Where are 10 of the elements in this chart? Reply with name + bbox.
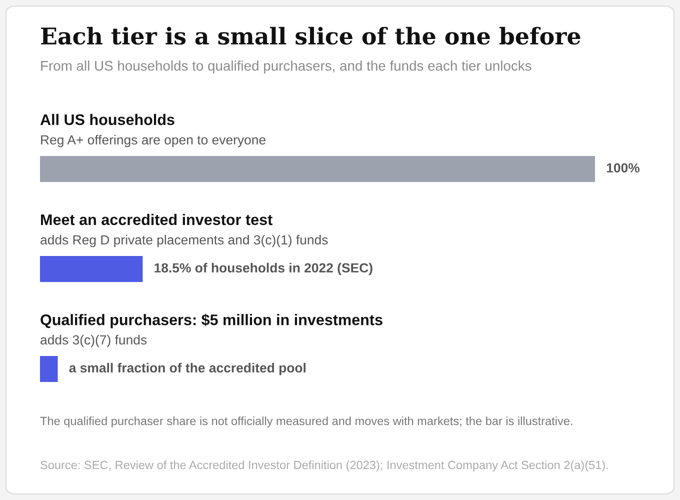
data-label: 100% — [606, 163, 640, 173]
data-label: a small fraction of the accredited pool — [69, 362, 306, 376]
text: The qualified purchaser share is not officially measured and moves with markets; the bar is illustrative. — [40, 416, 572, 428]
chart-title: Each tier is a small slice of the one before — [41, 26, 580, 45]
y-tick-label: All US households Reg A+ offerings are open to everyone — [40, 114, 266, 148]
source-note: Source: SEC, Review of the Accredited Investor Definition (2023); Investment Company Act Section 2(a)(51). — [40, 460, 608, 472]
chart-subtitle: From all US households to qualified purchasers, and the funds each tier unlocks — [41, 60, 532, 74]
y-tick-label: Meet an accredited investor test adds Reg D private placements and 3(c)(1) funds — [40, 214, 328, 248]
data-label: 18.5% of households in 2022 (SEC) — [154, 262, 372, 276]
y-tick-label: Qualified purchasers: $5 million in investments adds 3(c)(7) funds — [40, 314, 382, 348]
